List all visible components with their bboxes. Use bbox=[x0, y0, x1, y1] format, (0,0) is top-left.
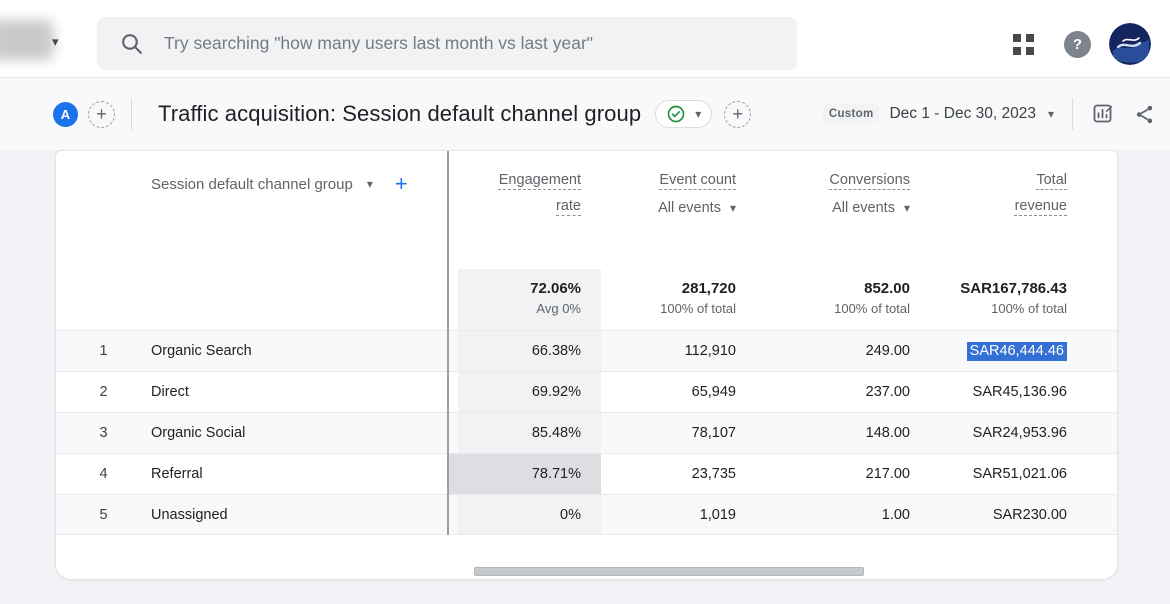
apps-square bbox=[1013, 47, 1021, 55]
column-header-event-count[interactable]: Event count All events ▾ bbox=[601, 151, 756, 219]
date-caret-down-icon[interactable]: ▾ bbox=[1047, 107, 1054, 121]
google-apps-icon[interactable] bbox=[1013, 34, 1034, 55]
table-body: 1 Organic Search 66.38% 112,910 249.00 S… bbox=[56, 330, 1117, 535]
conversion-filter-dropdown[interactable]: All events ▾ bbox=[832, 200, 910, 216]
date-range-area: Custom Dec 1 - Dec 30, 2023 ▾ bbox=[822, 98, 1160, 130]
engagement-rate-cell: 0% bbox=[448, 495, 601, 534]
horizontal-scrollbar-thumb[interactable] bbox=[474, 567, 864, 576]
add-comparison-button[interactable]: + bbox=[88, 100, 115, 128]
row-index: 1 bbox=[99, 343, 108, 359]
event-count-cell: 112,910 bbox=[684, 343, 736, 359]
conversions-cell: 249.00 bbox=[865, 343, 910, 359]
apps-square bbox=[1013, 34, 1021, 42]
top-bar: ▾ ? bbox=[0, 0, 1170, 78]
channel-name[interactable]: Organic Search bbox=[151, 343, 252, 359]
report-status-pill[interactable]: ▾ bbox=[655, 100, 713, 128]
revenue-cell: SAR51,021.06 bbox=[972, 466, 1067, 482]
column-header-engagement-rate[interactable]: Engagement rate bbox=[448, 151, 601, 219]
check-circle-icon bbox=[666, 104, 686, 124]
table-row-direct[interactable]: 2 Direct 69.92% 65,949 237.00 SAR45,136.… bbox=[56, 371, 1117, 412]
column-header-total-revenue[interactable]: Total revenue bbox=[930, 151, 1087, 219]
revenue-cell: SAR46,444.46 bbox=[930, 331, 1087, 371]
table-row-referral[interactable]: 4 Referral 78.71% 23,735 217.00 SAR51,02… bbox=[56, 453, 1117, 494]
event-count-cell: 78,107 bbox=[691, 425, 736, 441]
metric-header-row: Engagement rate Event count All events ▾ … bbox=[56, 151, 1117, 219]
search-bar[interactable] bbox=[97, 17, 797, 70]
table-row-organic-search[interactable]: 1 Organic Search 66.38% 112,910 249.00 S… bbox=[56, 330, 1117, 371]
engagement-rate-cell: 69.92% bbox=[448, 372, 601, 412]
traffic-acquisition-table-card: Session default channel group ▾ + Engage… bbox=[55, 150, 1118, 580]
totals-row: 72.06% Avg 0% 281,720 100% of total 852.… bbox=[56, 269, 1117, 330]
event-filter-dropdown[interactable]: All events ▾ bbox=[658, 200, 736, 216]
totals-revenue: SAR167,786.43 100% of total bbox=[960, 280, 1067, 316]
channel-name[interactable]: Referral bbox=[151, 466, 203, 482]
dimension-header[interactable]: Session default channel group ▾ + bbox=[151, 173, 408, 195]
page-title: Traffic acquisition: Session default cha… bbox=[158, 101, 642, 126]
revenue-cell: SAR45,136.96 bbox=[972, 384, 1067, 400]
engagement-rate-cell: 85.48% bbox=[448, 413, 601, 453]
row-index: 3 bbox=[99, 425, 108, 441]
totals-conversions: 852.00 100% of total bbox=[834, 280, 910, 316]
column-label[interactable]: Conversions bbox=[829, 172, 910, 188]
channel-name[interactable]: Unassigned bbox=[151, 507, 228, 523]
engagement-rate-cell: 66.38% bbox=[448, 331, 601, 371]
account-caret-down-icon[interactable]: ▾ bbox=[52, 34, 59, 49]
selected-text: SAR46,444.46 bbox=[966, 342, 1067, 361]
conversions-cell: 237.00 bbox=[865, 384, 910, 400]
revenue-cell: SAR230.00 bbox=[992, 507, 1067, 523]
table-row-organic-social[interactable]: 3 Organic Social 85.48% 78,107 148.00 SA… bbox=[56, 412, 1117, 453]
row-index: 5 bbox=[99, 507, 108, 523]
dimension-header-label: Session default channel group bbox=[151, 175, 353, 193]
event-count-cell: 1,019 bbox=[699, 507, 736, 523]
table-header: Session default channel group ▾ + Engage… bbox=[56, 151, 1117, 269]
column-header-conversions[interactable]: Conversions All events ▾ bbox=[756, 151, 930, 219]
date-range-text[interactable]: Dec 1 - Dec 30, 2023 bbox=[889, 105, 1036, 122]
row-index: 4 bbox=[99, 466, 108, 482]
apps-square bbox=[1026, 47, 1034, 55]
channel-name[interactable]: Organic Social bbox=[151, 425, 246, 441]
search-input[interactable] bbox=[164, 33, 797, 54]
event-count-cell: 23,735 bbox=[691, 466, 736, 482]
event-count-cell: 65,949 bbox=[691, 384, 736, 400]
column-label[interactable]: Total revenue bbox=[1014, 172, 1067, 214]
conversions-cell: 217.00 bbox=[865, 466, 910, 482]
conversions-cell: 148.00 bbox=[865, 425, 910, 441]
totals-event-count: 281,720 100% of total bbox=[660, 280, 736, 316]
date-range-type-badge: Custom bbox=[822, 104, 880, 124]
revenue-cell: SAR24,953.96 bbox=[972, 425, 1067, 441]
engagement-rate-cell-hovered[interactable]: 78.71% bbox=[448, 454, 601, 494]
add-metric-button[interactable]: + bbox=[724, 100, 752, 128]
totals-engagement-rate: 72.06% Avg 0% bbox=[448, 269, 601, 330]
column-resize-divider[interactable] bbox=[447, 151, 449, 535]
column-label[interactable]: Event count bbox=[659, 172, 736, 188]
table-row-unassigned[interactable]: 5 Unassigned 0% 1,019 1.00 SAR230.00 bbox=[56, 494, 1117, 535]
share-icon[interactable] bbox=[1133, 103, 1156, 126]
account-selector-redacted[interactable] bbox=[0, 20, 54, 60]
dimension-caret-down-icon[interactable]: ▾ bbox=[366, 177, 373, 191]
pill-caret-down-icon: ▾ bbox=[695, 107, 702, 121]
report-content: A + Traffic acquisition: Session default… bbox=[0, 78, 1170, 604]
search-icon bbox=[119, 31, 144, 56]
report-header: A + Traffic acquisition: Session default… bbox=[0, 78, 1170, 150]
account-avatar[interactable] bbox=[1109, 23, 1151, 65]
filter-caret-down-icon: ▾ bbox=[903, 201, 910, 215]
conversions-cell: 1.00 bbox=[881, 507, 910, 523]
filter-caret-down-icon: ▾ bbox=[729, 201, 736, 215]
divider bbox=[1072, 98, 1073, 130]
comparison-chip[interactable]: A bbox=[53, 101, 78, 127]
column-label[interactable]: Engagement rate bbox=[498, 172, 581, 214]
row-index: 2 bbox=[99, 384, 108, 400]
add-dimension-button[interactable]: + bbox=[394, 171, 408, 196]
divider bbox=[131, 98, 132, 130]
customize-report-icon[interactable] bbox=[1091, 102, 1115, 126]
help-icon[interactable]: ? bbox=[1064, 31, 1091, 58]
apps-square bbox=[1026, 34, 1034, 42]
channel-name[interactable]: Direct bbox=[151, 384, 189, 400]
